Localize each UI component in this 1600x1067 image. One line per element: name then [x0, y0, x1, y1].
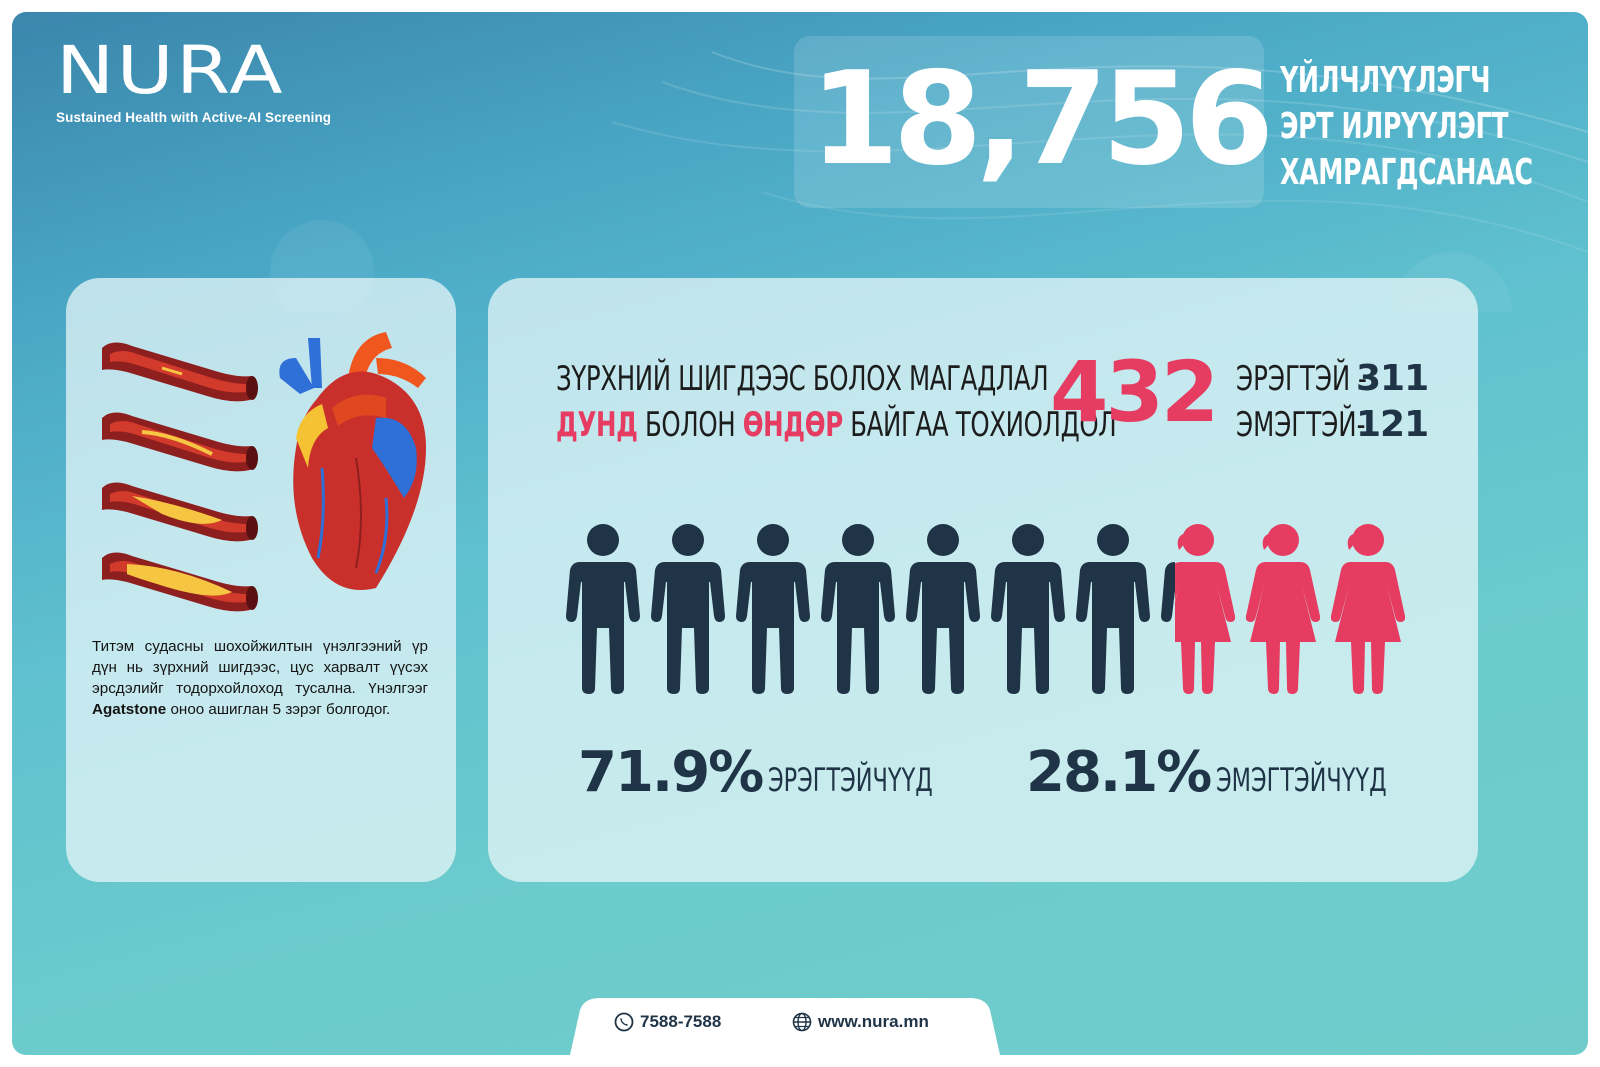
- phone-icon: [614, 1012, 634, 1032]
- gender-counts: ЭРЭГТЭЙ - 311 ЭМЭГТЭЙ- 121: [1236, 356, 1429, 448]
- male-percentage-label: ЭРЭГТЭЙЧҮҮД: [768, 761, 934, 799]
- male-person-icon: [651, 524, 725, 694]
- artery-heart-illustration: [102, 332, 426, 612]
- website-url: www.nura.mn: [818, 1012, 929, 1031]
- male-person-icon: [1076, 524, 1150, 694]
- male-count-row: ЭРЭГТЭЙ - 311: [1236, 356, 1429, 402]
- nura-logo: NURA Sustained Health with Active-AI Scr…: [56, 38, 332, 126]
- female-percentage-label: ЭМЭГТЭЙЧҮҮД: [1216, 761, 1387, 799]
- split-icon-male-part: [1161, 562, 1176, 622]
- globe-icon: [792, 1012, 812, 1032]
- headline-text: ҮЙЛЧЛҮҮЛЭГЧ ЭРТ ИЛРҮҮЛЭГТ ХАМРАГДСАНААС: [1280, 58, 1533, 196]
- description-bold: Agatstone: [92, 701, 167, 718]
- male-percentage-value: 71.9%: [578, 740, 764, 805]
- risk-title-mid: БОЛОН: [637, 405, 743, 445]
- phone-contact[interactable]: 7588-7588: [614, 1012, 721, 1032]
- headline-number: 18,756: [810, 45, 1274, 194]
- risk-title: ЗҮРХНИЙ ШИГДЭЭС БОЛОХ МАГАДЛАЛ ДУНД БОЛО…: [556, 356, 1117, 448]
- website-link[interactable]: www.nura.mn: [792, 1012, 929, 1032]
- headline-line-3: ХАМРАГДСАНААС: [1280, 152, 1533, 193]
- male-count-label: ЭРЭГТЭЙ -: [1236, 359, 1367, 399]
- male-person-icon: [821, 524, 895, 694]
- split-icon-female-part: [1175, 524, 1236, 694]
- risk-title-line-1: ЗҮРХНИЙ ШИГДЭЭС БОЛОХ МАГАДЛАЛ: [556, 359, 1049, 399]
- gender-icon-chart: [566, 524, 1406, 694]
- female-percentage: 28.1% ЭМЭГТЭЙЧҮҮД: [1026, 740, 1460, 805]
- female-count-label: ЭМЭГТЭЙ-: [1236, 405, 1366, 445]
- female-count-value: 121: [1356, 404, 1429, 445]
- male-person-icon: [991, 524, 1065, 694]
- description-text-2: оноо ашиглан 5 зэрэг болгодог.: [166, 701, 391, 718]
- heart-icon: [279, 332, 426, 590]
- headline-line-1: ҮЙЛЧЛҮҮЛЭГЧ: [1280, 60, 1491, 101]
- risk-title-end: БАЙГАА ТОХИОЛДОЛ: [842, 405, 1117, 445]
- female-person-icon: [1330, 524, 1406, 694]
- artery-icons: [102, 342, 258, 612]
- male-person-icon: [566, 524, 640, 694]
- logo-tagline: Sustained Health with Active-AI Screenin…: [56, 110, 332, 125]
- female-percentage-value: 28.1%: [1026, 740, 1212, 805]
- male-count-value: 311: [1356, 358, 1429, 399]
- risk-medium-highlight: ДУНД: [556, 405, 638, 445]
- description-text-1: Титэм судасны шохойжилтын үнэлгээний үр …: [92, 638, 428, 697]
- male-person-icon: [906, 524, 980, 694]
- footer-tab: [570, 998, 1000, 1055]
- calcium-score-description: Титэм судасны шохойжилтын үнэлгээний үр …: [92, 636, 428, 720]
- male-person-icon: [736, 524, 810, 694]
- female-count-row: ЭМЭГТЭЙ- 121: [1236, 402, 1429, 448]
- contact-footer: 7588-7588 www.nura.mn: [570, 998, 1000, 1055]
- phone-number: 7588-7588: [640, 1012, 722, 1031]
- male-percentage: 71.9% ЭРЭГТЭЙЧҮҮД: [578, 740, 1004, 805]
- split-person-icon: [1161, 524, 1236, 694]
- headline-line-2: ЭРТ ИЛРҮҮЛЭГТ: [1280, 106, 1509, 147]
- risk-high-highlight: ӨНДӨР: [742, 405, 843, 445]
- risk-title-line-2: ДУНД БОЛОН ӨНДӨР БАЙГАА ТОХИОЛДОЛ: [556, 402, 1117, 448]
- stats-panel: [488, 278, 1478, 882]
- female-person-icon: [1245, 524, 1321, 694]
- total-case-count: 432: [1050, 343, 1219, 441]
- headline-box: [794, 36, 1264, 208]
- logo-wordmark: NURA: [56, 32, 285, 109]
